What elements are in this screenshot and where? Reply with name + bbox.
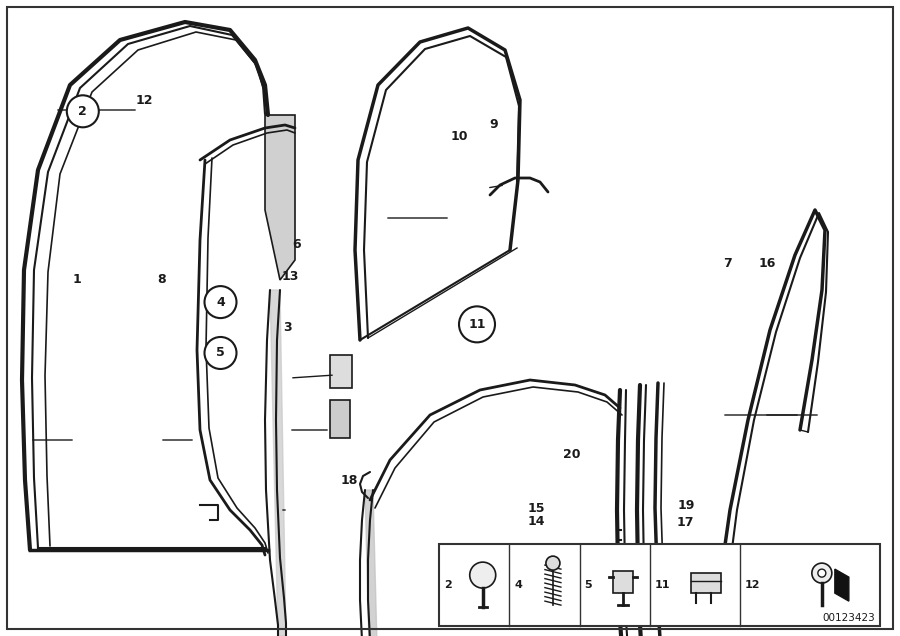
Text: 5: 5 <box>216 347 225 359</box>
Text: 12: 12 <box>135 94 153 107</box>
Text: 7: 7 <box>723 258 732 270</box>
Text: 1: 1 <box>72 273 81 286</box>
Text: 3: 3 <box>284 321 292 334</box>
Text: 15: 15 <box>527 502 545 515</box>
Text: 10: 10 <box>450 130 468 143</box>
Text: 6: 6 <box>292 238 302 251</box>
Circle shape <box>812 563 832 583</box>
Circle shape <box>459 307 495 342</box>
Text: 11: 11 <box>468 318 486 331</box>
Text: 12: 12 <box>745 580 760 590</box>
Bar <box>439 544 880 626</box>
Text: 5: 5 <box>585 580 592 590</box>
Text: 13: 13 <box>281 270 299 283</box>
Circle shape <box>204 286 237 318</box>
Circle shape <box>546 556 560 570</box>
Bar <box>613 571 633 593</box>
Text: 18: 18 <box>340 474 358 487</box>
Bar <box>330 355 352 388</box>
Text: 11: 11 <box>655 580 670 590</box>
Polygon shape <box>270 290 286 636</box>
Polygon shape <box>265 115 295 280</box>
Text: 16: 16 <box>758 258 776 270</box>
Text: 14: 14 <box>527 515 545 528</box>
Polygon shape <box>835 569 849 601</box>
Text: 2: 2 <box>445 580 452 590</box>
Circle shape <box>818 569 826 577</box>
Circle shape <box>67 95 99 127</box>
Bar <box>330 400 350 438</box>
Circle shape <box>470 562 496 588</box>
Text: 00123423: 00123423 <box>823 614 875 623</box>
Text: 20: 20 <box>562 448 580 461</box>
Text: 9: 9 <box>489 118 498 130</box>
Text: 19: 19 <box>677 499 695 512</box>
Text: 4: 4 <box>216 296 225 308</box>
Polygon shape <box>365 490 380 636</box>
Text: 17: 17 <box>677 516 695 529</box>
Text: 2: 2 <box>78 105 87 118</box>
Circle shape <box>204 337 237 369</box>
Bar <box>690 573 721 593</box>
Text: 8: 8 <box>158 273 166 286</box>
Text: 4: 4 <box>515 580 522 590</box>
